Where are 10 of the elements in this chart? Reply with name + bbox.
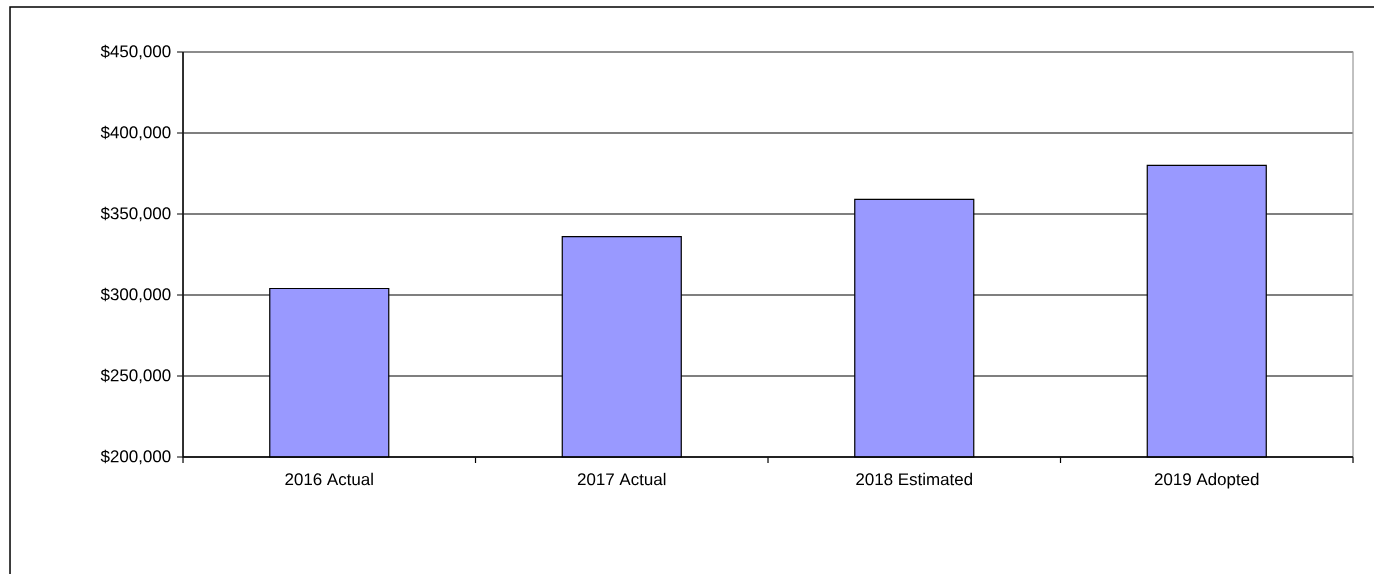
y-tick-label: $300,000 — [100, 287, 171, 303]
x-tick-label: 2018 Estimated — [856, 472, 972, 486]
x-tick-label: 2016 Actual — [285, 472, 373, 486]
y-tick-label: $450,000 — [100, 44, 171, 60]
y-tick-label: $250,000 — [100, 368, 171, 384]
y-tick-label: $200,000 — [100, 449, 171, 465]
x-tick-label: 2017 Actual — [577, 472, 666, 486]
x-tick-label: 2019 Adopted — [1154, 472, 1259, 489]
y-tick-label: $350,000 — [100, 206, 171, 222]
y-tick-label: $400,000 — [100, 125, 171, 141]
